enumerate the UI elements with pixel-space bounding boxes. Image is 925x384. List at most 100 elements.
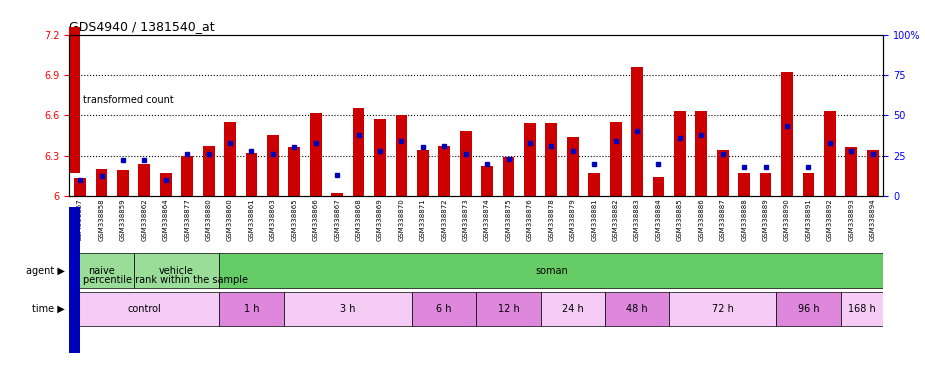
- Text: GSM338869: GSM338869: [377, 199, 383, 242]
- Bar: [652, 177, 664, 196]
- Bar: [69, 292, 219, 326]
- Text: GSM338892: GSM338892: [827, 199, 832, 241]
- Text: 1 h: 1 h: [243, 304, 259, 314]
- Bar: [203, 146, 215, 196]
- Bar: [803, 173, 814, 196]
- Text: 3 h: 3 h: [340, 304, 355, 314]
- Text: transformed count: transformed count: [83, 95, 174, 105]
- Text: GSM338871: GSM338871: [420, 199, 426, 242]
- Text: GSM338883: GSM338883: [634, 199, 640, 242]
- Text: GSM338891: GSM338891: [806, 199, 811, 242]
- Text: naive: naive: [88, 266, 115, 276]
- Bar: [845, 147, 857, 196]
- Text: time ▶: time ▶: [32, 304, 65, 314]
- Bar: [289, 147, 301, 196]
- Bar: [69, 207, 80, 353]
- Bar: [717, 150, 729, 196]
- Text: GSM338878: GSM338878: [549, 199, 554, 242]
- Text: GSM338888: GSM338888: [741, 199, 747, 242]
- Bar: [776, 292, 841, 326]
- Bar: [481, 166, 493, 196]
- Text: GSM338886: GSM338886: [698, 199, 704, 242]
- Text: 72 h: 72 h: [711, 304, 734, 314]
- Text: GSM338858: GSM338858: [98, 199, 105, 241]
- Text: 12 h: 12 h: [498, 304, 519, 314]
- Bar: [396, 115, 407, 196]
- Bar: [331, 193, 343, 196]
- Bar: [546, 123, 557, 196]
- Text: GSM338881: GSM338881: [591, 199, 598, 242]
- Text: GSM338865: GSM338865: [291, 199, 297, 241]
- Bar: [374, 119, 386, 196]
- Bar: [759, 173, 771, 196]
- Text: GSM338863: GSM338863: [270, 199, 276, 242]
- Text: GSM338875: GSM338875: [505, 199, 512, 241]
- Bar: [352, 109, 364, 196]
- Bar: [567, 137, 579, 196]
- Text: GSM338867: GSM338867: [334, 199, 340, 242]
- Text: percentile rank within the sample: percentile rank within the sample: [83, 275, 248, 285]
- Text: GSM338887: GSM338887: [720, 199, 726, 242]
- Text: GSM338866: GSM338866: [313, 199, 319, 242]
- Bar: [417, 150, 428, 196]
- Bar: [438, 146, 450, 196]
- Text: GSM338859: GSM338859: [120, 199, 126, 241]
- Bar: [669, 292, 776, 326]
- Text: GSM338874: GSM338874: [484, 199, 490, 241]
- Bar: [69, 27, 80, 173]
- Bar: [69, 253, 133, 288]
- Bar: [524, 123, 536, 196]
- Bar: [310, 113, 322, 196]
- Text: GSM338864: GSM338864: [163, 199, 168, 241]
- Text: GSM338879: GSM338879: [570, 199, 575, 242]
- Bar: [540, 292, 605, 326]
- Text: GSM338876: GSM338876: [527, 199, 533, 242]
- Bar: [460, 131, 472, 196]
- Bar: [284, 292, 413, 326]
- Bar: [160, 173, 172, 196]
- Text: 48 h: 48 h: [626, 304, 647, 314]
- Bar: [502, 157, 514, 196]
- Text: GSM338893: GSM338893: [848, 199, 855, 242]
- Text: GSM338862: GSM338862: [142, 199, 147, 241]
- Bar: [74, 179, 86, 196]
- Text: GSM338857: GSM338857: [77, 199, 83, 241]
- Text: GSM338894: GSM338894: [870, 199, 876, 241]
- Text: 96 h: 96 h: [797, 304, 820, 314]
- Text: GSM338884: GSM338884: [656, 199, 661, 241]
- Bar: [631, 67, 643, 196]
- Text: 6 h: 6 h: [437, 304, 452, 314]
- Text: GSM338870: GSM338870: [399, 199, 404, 242]
- Text: control: control: [128, 304, 161, 314]
- Bar: [133, 253, 219, 288]
- Bar: [413, 292, 476, 326]
- Text: GSM338877: GSM338877: [184, 199, 191, 242]
- Text: GSM338868: GSM338868: [355, 199, 362, 242]
- Text: GSM338885: GSM338885: [677, 199, 683, 241]
- Text: agent ▶: agent ▶: [26, 266, 65, 276]
- Text: GSM338861: GSM338861: [249, 199, 254, 242]
- Bar: [476, 292, 540, 326]
- Bar: [867, 150, 879, 196]
- Text: GSM338860: GSM338860: [227, 199, 233, 242]
- Text: GSM338872: GSM338872: [441, 199, 448, 241]
- Text: GSM338880: GSM338880: [205, 199, 212, 242]
- Bar: [181, 156, 193, 196]
- Text: 24 h: 24 h: [561, 304, 584, 314]
- Bar: [224, 122, 236, 196]
- Bar: [738, 173, 750, 196]
- Bar: [674, 111, 685, 196]
- Text: GDS4940 / 1381540_at: GDS4940 / 1381540_at: [69, 20, 215, 33]
- Bar: [95, 169, 107, 196]
- Text: soman: soman: [535, 266, 568, 276]
- Bar: [139, 164, 150, 196]
- Text: vehicle: vehicle: [159, 266, 194, 276]
- Text: GSM338889: GSM338889: [762, 199, 769, 242]
- Bar: [267, 136, 278, 196]
- Bar: [219, 253, 883, 288]
- Text: GSM338873: GSM338873: [462, 199, 469, 242]
- Bar: [696, 111, 708, 196]
- Text: GSM338882: GSM338882: [612, 199, 619, 241]
- Bar: [605, 292, 669, 326]
- Text: GSM338890: GSM338890: [784, 199, 790, 242]
